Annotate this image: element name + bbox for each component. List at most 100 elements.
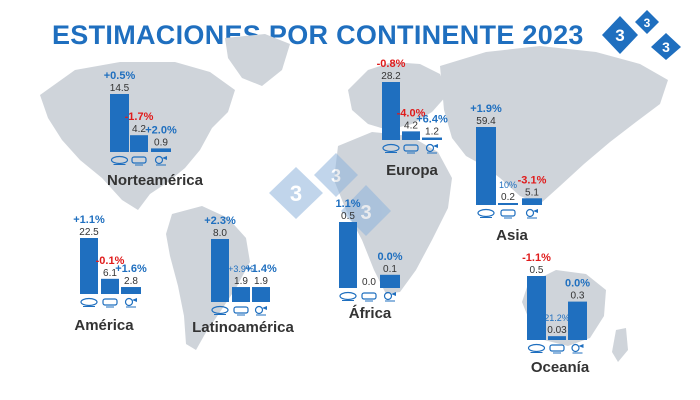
bar-europa-1 <box>382 82 400 140</box>
value-label: 0.0 <box>362 277 376 288</box>
bar-europa-3 <box>422 137 442 140</box>
panel-america: 22.5+1.1% 6.1-0.1% 2.8+1.6% América <box>73 214 147 334</box>
bar-europa-2 <box>402 131 420 140</box>
brand-logo: 3 3 3 <box>602 10 681 60</box>
change-label: -0.1% <box>96 255 125 267</box>
change-label: +1.9% <box>470 103 502 115</box>
panel-norteamerica: 14.5+0.5% 4.2-1.7% 0.9+2.0% Norteamérica <box>104 70 204 189</box>
poultry-icon <box>525 208 538 219</box>
bar-norteamerica-1 <box>110 94 129 152</box>
svg-text:3: 3 <box>331 166 341 186</box>
value-label: 5.1 <box>525 187 539 198</box>
pig-icon <box>500 209 516 219</box>
change-label: 10% <box>499 180 517 190</box>
logo-diamond-left: 3 <box>602 16 638 54</box>
poultry-icon <box>383 291 396 302</box>
map-africa <box>334 132 452 294</box>
svg-text:3: 3 <box>290 181 302 206</box>
continent-label: Norteamérica <box>107 172 204 189</box>
page-title: ESTIMACIONES POR CONTINENTE 2023 <box>52 20 584 50</box>
bar-asia-2 <box>498 203 518 205</box>
cattle-icon <box>110 155 129 165</box>
svg-text:3: 3 <box>644 16 651 30</box>
change-label: 0.0% <box>565 278 590 290</box>
watermark: 3 3 3 <box>269 153 391 236</box>
continent-label: Europa <box>386 162 438 179</box>
bar-oceania-1 <box>527 276 546 340</box>
value-label: 59.4 <box>476 116 496 127</box>
bar-asia-1 <box>476 127 496 205</box>
pig-icon <box>131 156 147 166</box>
value-label: 0.5 <box>341 211 355 222</box>
value-label: 0.2 <box>501 192 515 203</box>
pig-icon <box>403 144 419 154</box>
bar-oceania-2 <box>548 336 566 340</box>
bar-africa-1 <box>339 222 357 288</box>
change-label: -3.1% <box>518 174 547 186</box>
change-label: +1.6% <box>115 263 147 275</box>
bar-africa-3 <box>380 274 400 288</box>
value-label: 0.03 <box>547 325 567 336</box>
poultry-icon <box>425 143 438 154</box>
bar-latinoamerica-1 <box>211 239 229 302</box>
panel-europa: 28.2-0.8% 4.2-4.0% 1.2+6.4% Europa <box>377 58 448 179</box>
cattle-icon <box>339 291 357 301</box>
bar-latinoamerica-2 <box>232 287 250 302</box>
bar-america-3 <box>121 287 141 294</box>
bar-latinoamerica-3 <box>252 287 270 302</box>
pig-icon <box>233 306 249 316</box>
change-label: +1.1% <box>73 214 105 226</box>
value-label: 1.9 <box>254 276 268 287</box>
cattle-icon <box>211 305 229 315</box>
bar-norteamerica-3 <box>151 148 171 152</box>
svg-text:3: 3 <box>662 39 670 55</box>
value-label: 0.5 <box>530 265 544 276</box>
pig-icon <box>102 298 118 308</box>
change-label: +6.4% <box>416 114 448 126</box>
change-label: -1.1% <box>522 252 551 264</box>
bar-asia-3 <box>522 198 542 205</box>
change-label: +3.9% <box>228 264 254 274</box>
cattle-icon <box>527 343 546 353</box>
map-greenland <box>225 34 290 86</box>
continent-label: África <box>349 305 392 322</box>
continent-label: América <box>74 317 134 334</box>
change-label: -1.7% <box>125 111 154 123</box>
change-label: -4.0% <box>397 107 426 119</box>
value-label: 22.5 <box>79 227 99 238</box>
panel-africa: 0.51.1% 0.0 0.10.0% África <box>335 198 402 322</box>
chart-panels: 14.5+0.5%4.2-1.7%0.9+2.0%Norteamérica22.… <box>73 58 590 376</box>
value-label: 2.8 <box>124 276 138 287</box>
continent-label: Latinoamérica <box>192 319 294 336</box>
change-label: +2.0% <box>145 124 177 136</box>
svg-text:3: 3 <box>360 202 371 224</box>
pig-icon <box>361 292 377 302</box>
logo-diamond-right: 3 <box>651 33 681 60</box>
value-label: 0.9 <box>154 137 168 148</box>
change-label: 1.1% <box>335 198 360 210</box>
value-label: 1.2 <box>425 127 439 138</box>
change-label: +2.3% <box>204 215 236 227</box>
value-label: 4.2 <box>404 120 418 131</box>
continent-label: Asia <box>496 227 528 244</box>
bar-america-1 <box>80 238 98 294</box>
logo-diamond-top: 3 <box>635 10 659 34</box>
poultry-icon <box>254 305 267 316</box>
change-label: -0.8% <box>377 58 406 70</box>
poultry-icon <box>154 155 167 166</box>
change-label: +1.4% <box>245 263 277 275</box>
pig-icon <box>549 344 565 354</box>
change-label: +0.5% <box>104 70 136 82</box>
poultry-icon <box>571 343 584 354</box>
value-label: 0.1 <box>383 264 397 275</box>
bar-norteamerica-2 <box>130 135 148 152</box>
poultry-icon <box>124 297 137 308</box>
cattle-icon <box>80 297 98 307</box>
cattle-icon <box>477 208 495 218</box>
value-label: 28.2 <box>381 71 401 82</box>
bar-america-2 <box>101 278 119 294</box>
value-label: 6.1 <box>103 268 117 279</box>
bar-oceania-3 <box>568 301 587 340</box>
